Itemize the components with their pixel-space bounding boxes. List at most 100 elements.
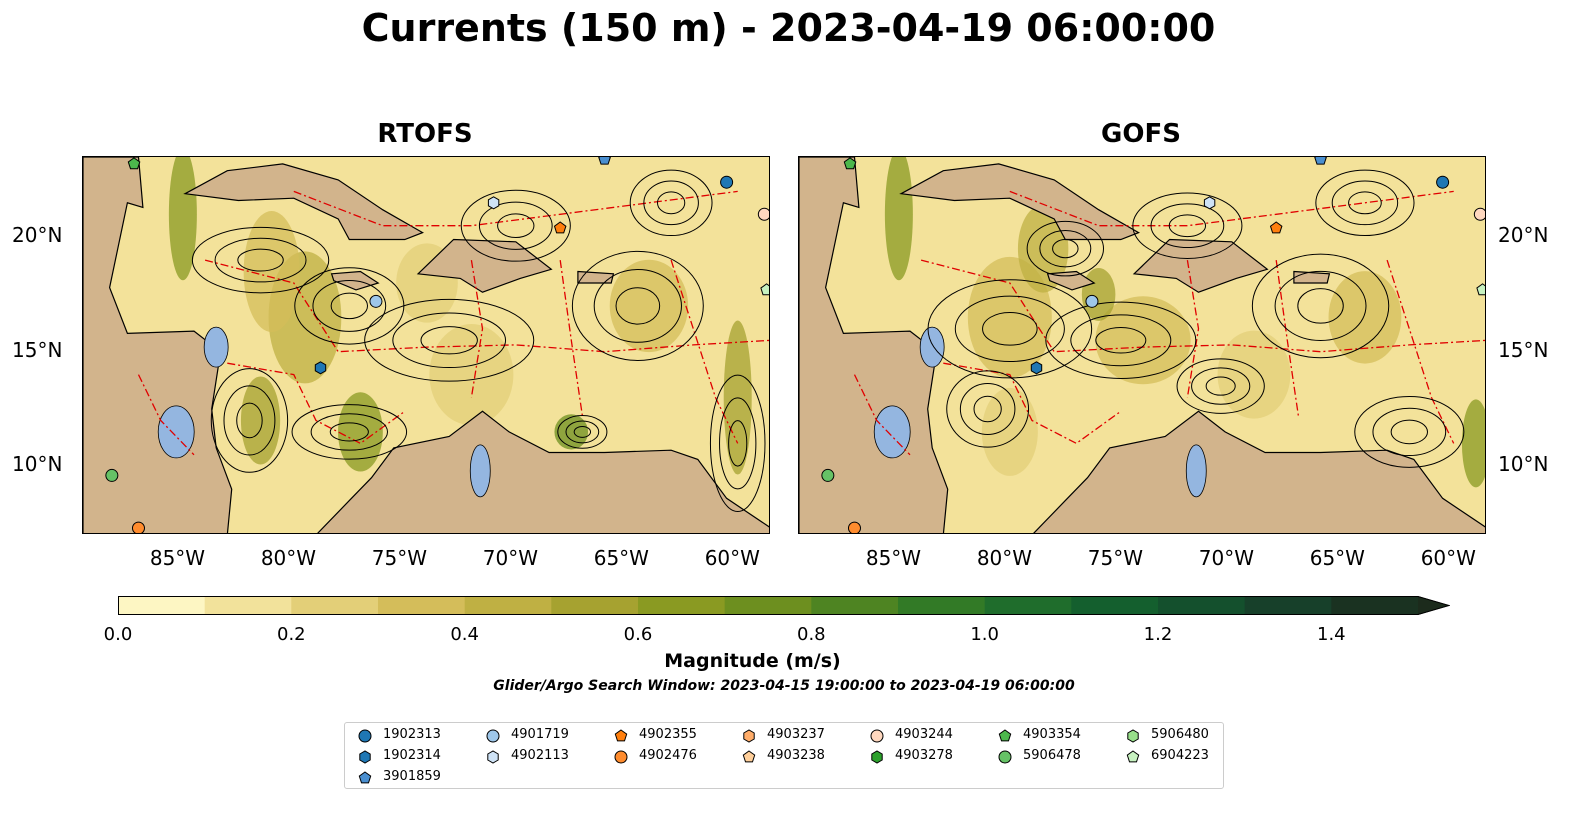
longitude-tick-label: 75°W — [371, 546, 428, 570]
longitude-tick-label: 85°W — [149, 546, 206, 570]
hexagon-icon — [359, 750, 371, 764]
colorbar-bin — [984, 596, 1072, 615]
latitude-tick-label-right: 20°N — [1498, 223, 1549, 248]
colorbar-bin — [204, 596, 292, 615]
colorbar-bin — [291, 596, 379, 615]
legend-label: 4902113 — [511, 748, 569, 763]
legend-label: 4903244 — [895, 727, 953, 742]
float-markers — [821, 157, 1485, 533]
float-marker-4902113 — [487, 196, 500, 210]
eez-boundaries — [137, 190, 769, 456]
colorbar-bin — [898, 596, 986, 615]
colorbar-bin — [811, 596, 899, 615]
colorbar-tick-label: 0.2 — [277, 624, 306, 645]
land-mass — [83, 157, 769, 533]
pentagon-icon — [1126, 750, 1140, 763]
colorbar-bin — [1071, 596, 1159, 615]
float-marker-4902476 — [847, 521, 861, 533]
longitude-tick-label: 65°W — [1309, 546, 1365, 570]
current-streamlines — [927, 169, 1465, 468]
colorbar-tick-label: 0.4 — [450, 624, 479, 645]
legend-label: 4903278 — [895, 748, 953, 763]
longitude-tick-label: 60°W — [1420, 546, 1476, 570]
colorbar-label: Magnitude (m/s) — [664, 650, 841, 672]
latitude-tick-label-left: 15°N — [12, 337, 63, 362]
figure-title: Currents (150 m) - 2023-04-19 06:00:00 — [361, 6, 1216, 50]
colorbar-tick-label: 1.2 — [1143, 624, 1173, 645]
float-marker-1902314 — [1030, 361, 1043, 375]
float-marker-1902313 — [1436, 175, 1450, 189]
current-streamlines — [191, 169, 766, 513]
float-marker-4901719 — [369, 294, 383, 308]
colorbar-tick-label: 1.0 — [970, 624, 999, 645]
longitude-tick-label: 75°W — [1087, 546, 1144, 570]
longitude-tick-label: 85°W — [865, 546, 922, 570]
legend-label: 4903237 — [767, 727, 825, 742]
circle-icon — [486, 729, 500, 743]
float-marker-6904223 — [1476, 283, 1485, 296]
float-marker-4902355 — [553, 221, 567, 234]
colorbar-bin — [1244, 596, 1332, 615]
colorbar-bin — [724, 596, 812, 615]
float-marker-4903244 — [757, 207, 769, 221]
float-marker-6904223 — [760, 283, 769, 296]
colorbar-bin — [638, 596, 726, 615]
pentagon-icon — [358, 771, 372, 784]
legend-label: 4902476 — [639, 748, 697, 763]
float-markers — [105, 157, 769, 533]
pentagon-icon — [614, 729, 628, 742]
legend-label: 5906478 — [1023, 748, 1081, 763]
colorbar-extend-arrow — [1418, 596, 1450, 615]
float-marker-1902313 — [720, 175, 734, 189]
colorbar-tick-label: 0.0 — [103, 624, 133, 645]
colorbar-bin — [551, 596, 639, 615]
colorbar-bin — [1331, 596, 1419, 615]
latitude-tick-label-right: 10°N — [1498, 452, 1549, 477]
float-marker-4901719 — [1085, 294, 1099, 308]
circle-icon — [870, 729, 884, 743]
legend-label: 1902314 — [383, 748, 441, 763]
colorbar-bin — [1158, 596, 1246, 615]
latitude-tick-label-left: 10°N — [12, 452, 63, 477]
longitude-tick-label: 65°W — [593, 546, 649, 570]
longitude-tick-label: 60°W — [704, 546, 760, 570]
shallow-water — [873, 326, 1207, 498]
legend-label: 4901719 — [511, 727, 569, 742]
legend-label: 4903354 — [1023, 727, 1081, 742]
map-panel-gofs[interactable] — [798, 156, 1486, 534]
panel-title-gofs: GOFS — [1101, 119, 1181, 149]
latitude-tick-label-right: 15°N — [1498, 337, 1549, 362]
float-marker-4902355 — [1269, 221, 1283, 234]
colorbar-bin — [118, 596, 206, 615]
longitude-tick-label: 80°W — [976, 546, 1033, 570]
map-panel-rtofs[interactable] — [82, 156, 770, 534]
float-marker-5906478 — [821, 468, 835, 482]
float-marker-5906478 — [105, 468, 119, 482]
float-marker-4903244 — [1473, 207, 1485, 221]
panel-title-rtofs: RTOFS — [377, 119, 473, 149]
circle-icon — [614, 750, 628, 764]
hexagon-icon — [871, 750, 883, 764]
longitude-tick-label: 70°W — [1198, 546, 1254, 570]
colorbar-tick-label: 0.6 — [623, 624, 653, 645]
colorbar-tick-label: 0.8 — [797, 624, 826, 645]
float-marker-4902113 — [1203, 196, 1216, 210]
float-marker-3901859 — [598, 157, 611, 165]
colorbar-bin — [378, 596, 466, 615]
hexagon-icon — [743, 729, 755, 743]
land-mass — [799, 157, 1485, 533]
longitude-tick-label: 80°W — [260, 546, 317, 570]
float-marker-4903354 — [843, 157, 857, 170]
legend-label: 5906480 — [1151, 727, 1209, 742]
float-legend: 1902313 1902314 3901859 4901719 4902113 49023… — [344, 722, 1224, 789]
legend-label: 4902355 — [639, 727, 697, 742]
pentagon-icon — [998, 729, 1012, 742]
hexagon-icon — [1127, 729, 1139, 743]
circle-icon — [358, 729, 372, 743]
colorbar-tick-label: 1.4 — [1317, 624, 1346, 645]
legend-label: 1902313 — [383, 727, 441, 742]
float-marker-1902314 — [314, 361, 327, 375]
legend-label: 3901859 — [383, 769, 441, 784]
float-marker-4903354 — [127, 157, 141, 170]
colorbar — [118, 596, 1450, 615]
